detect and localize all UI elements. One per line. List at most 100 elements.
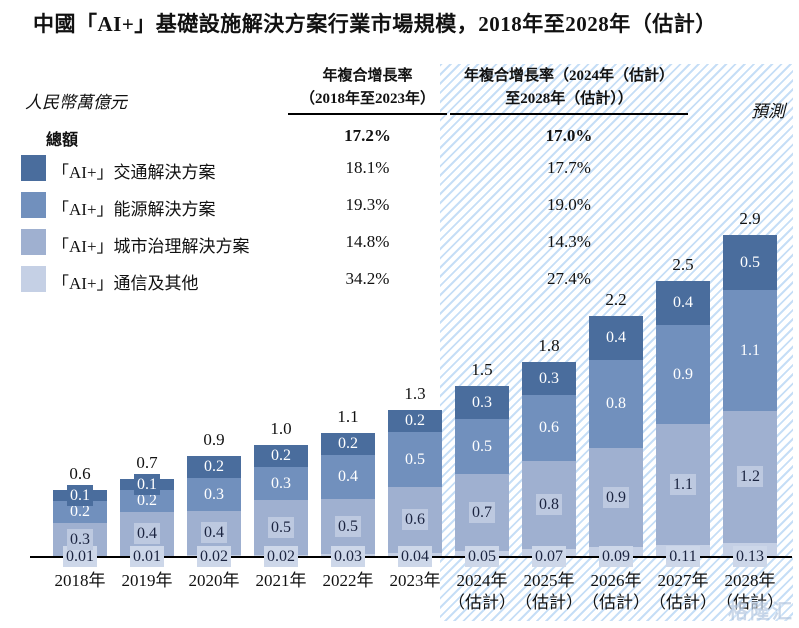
bar-value-label: 0.3 [254, 473, 308, 494]
bar-value-label: 0.4 [656, 292, 710, 313]
bar-value-text: 0.4 [335, 466, 361, 487]
bar-value-text: 0.4 [603, 327, 629, 348]
bar-value-label: 0.01 [120, 546, 174, 567]
bar-value-text: 0.2 [201, 456, 227, 477]
bar-value-label: 0.2 [254, 445, 308, 466]
chart-title: 中國「AI+」基礎設施解決方案行業市場規模，2018年至2028年（估計） [33, 12, 717, 36]
bar-value-text: 0.5 [268, 517, 294, 538]
legend-item-label: 「AI+」城市治理解決方案 [52, 237, 250, 256]
legend-swatch [21, 229, 46, 255]
bar-value-text: 1.2 [737, 466, 763, 487]
bar-value-label: 0.2 [187, 456, 241, 477]
legend-total-label: 總額 [46, 132, 79, 149]
bar-total-label: 1.5 [471, 360, 493, 379]
bar-value-text: 0.3 [201, 484, 227, 505]
x-axis-label: 2022年 [322, 571, 374, 590]
bar-value-text: 0.02 [197, 546, 231, 567]
bar-value-label: 1.1 [656, 474, 710, 495]
legend-item-cagr-2018-2023: 34.2% [345, 269, 390, 288]
x-axis-label: 2025年 [523, 571, 575, 590]
bar-value-text: 0.5 [737, 252, 763, 273]
bar-value-text: 0.11 [666, 546, 700, 567]
bar-value-label: 0.01 [53, 546, 107, 567]
watermark: 格隆汇 [728, 601, 794, 623]
bar-value-text: 0.07 [532, 546, 566, 567]
bar-value-text: 0.3 [67, 529, 93, 550]
bar-value-text: 1.1 [670, 474, 696, 495]
cagr-2018-2023-header-underline [288, 113, 447, 115]
legend-swatch [21, 155, 46, 181]
bar-value-label: 0.8 [522, 494, 576, 515]
x-axis-estimate-label: （估計） [448, 593, 516, 612]
bar-value-label: 0.3 [455, 392, 509, 413]
bar-value-label: 0.11 [656, 546, 710, 567]
bar-value-label: 0.2 [53, 501, 107, 522]
bar-total-label: 1.0 [270, 419, 292, 438]
bar-value-text: 0.1 [67, 485, 93, 506]
legend-item-label: 「AI+」交通解決方案 [52, 163, 216, 182]
bar-value-text: 0.01 [130, 546, 164, 567]
bar-total-label: 1.1 [337, 407, 359, 426]
bar-value-text: 0.5 [469, 436, 495, 457]
bar-total-label: 2.9 [739, 209, 761, 228]
x-axis-label: 2023年 [389, 571, 441, 590]
x-axis-label: 2020年 [188, 571, 240, 590]
x-axis-label: 2024年 [456, 571, 508, 590]
bar-value-text: 0.4 [134, 523, 160, 544]
bar-value-text: 0.01 [63, 546, 97, 567]
bar-value-text: 0.9 [670, 364, 696, 385]
bar-value-label: 0.6 [388, 509, 442, 530]
bar-value-label: 0.5 [388, 449, 442, 470]
bar-value-label: 0.9 [656, 364, 710, 385]
bar-value-text: 0.05 [465, 546, 499, 567]
x-axis-estimate-label: （估計） [649, 593, 717, 612]
bar-value-text: 0.2 [268, 445, 294, 466]
bar-value-label: 0.3 [53, 529, 107, 550]
cagr-2024-2028-header-underline [450, 113, 688, 115]
bar-value-text: 0.03 [331, 546, 365, 567]
bar-value-text: 0.02 [264, 546, 298, 567]
bar-value-text: 0.4 [670, 292, 696, 313]
bar-value-text: 0.6 [402, 509, 428, 530]
bar-value-label: 0.5 [723, 252, 777, 273]
bar-value-label: 0.3 [522, 368, 576, 389]
bar-value-label: 0.05 [455, 546, 509, 567]
bar-value-label: 0.4 [187, 522, 241, 543]
legend-item-cagr-2018-2023: 14.8% [345, 232, 390, 251]
bar-value-text: 0.7 [469, 502, 495, 523]
bar-value-label: 0.04 [388, 546, 442, 567]
bar-value-text: 0.3 [469, 392, 495, 413]
x-axis-label: 2027年 [657, 571, 709, 590]
legend-item-label: 「AI+」能源解決方案 [52, 200, 216, 219]
bar-value-text: 0.8 [603, 393, 629, 414]
bar-total-label: 0.9 [203, 430, 225, 449]
bar-value-label: 0.4 [589, 327, 643, 348]
bar-value-label: 0.02 [187, 546, 241, 567]
bar-value-text: 0.04 [398, 546, 432, 567]
legend-item-cagr-2018-2023: 19.3% [345, 195, 390, 214]
bar-total-label: 0.7 [136, 453, 158, 472]
bar-value-label: 0.5 [321, 516, 375, 537]
bar-value-label: 0.4 [321, 466, 375, 487]
legend-swatch [21, 192, 46, 218]
x-axis-estimate-label: （估計） [582, 593, 650, 612]
bar-value-label: 0.4 [120, 523, 174, 544]
bar-value-label: 0.2 [321, 433, 375, 454]
bar-value-label: 0.02 [254, 546, 308, 567]
x-axis-label: 2019年 [121, 571, 173, 590]
x-axis-estimate-label: （估計） [716, 593, 784, 612]
legend-total-cagr-2018-2023: 17.2% [344, 126, 391, 145]
bar-total-label: 0.6 [69, 464, 91, 483]
bar-value-text: 0.3 [268, 473, 294, 494]
bar-value-label: 1.2 [723, 466, 777, 487]
cagr-2018-2023-header-line2: （2018年至2023年） [299, 91, 435, 107]
bar-value-text: 0.1 [134, 474, 160, 495]
bar-value-text: 0.5 [402, 449, 428, 470]
bar-value-text: 0.5 [335, 516, 361, 537]
bar-value-text: 0.2 [335, 433, 361, 454]
bar-value-label: 0.09 [589, 546, 643, 567]
bar-value-text: 0.2 [67, 501, 93, 522]
bar-value-text: 0.9 [603, 487, 629, 508]
bar-value-label: 0.1 [53, 485, 107, 506]
